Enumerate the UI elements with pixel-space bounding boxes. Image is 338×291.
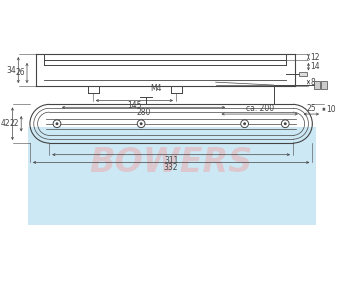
Text: 22: 22 [10,119,19,128]
Text: 12: 12 [310,52,320,61]
Text: 42: 42 [1,119,10,128]
Text: 14: 14 [310,62,320,71]
Circle shape [140,122,143,125]
Circle shape [55,122,58,125]
Circle shape [281,120,289,128]
Text: BOWERS: BOWERS [90,146,253,179]
Text: 311: 311 [164,156,178,165]
Bar [314,81,320,89]
Text: 25: 25 [307,104,316,113]
Circle shape [53,120,61,128]
Text: 280: 280 [136,108,151,117]
Text: 26: 26 [16,68,25,77]
Text: 8: 8 [310,78,315,87]
Text: ca. 200: ca. 200 [245,104,274,113]
Text: 34: 34 [7,65,16,74]
Text: M4: M4 [150,84,161,93]
Circle shape [243,122,246,125]
Bar [321,81,327,89]
Text: 332: 332 [164,163,178,172]
Bar [28,127,316,225]
Bar [299,72,307,76]
Text: 10: 10 [326,105,336,114]
Circle shape [241,120,248,128]
Circle shape [137,120,145,128]
Text: 145: 145 [127,102,142,111]
Circle shape [284,122,287,125]
